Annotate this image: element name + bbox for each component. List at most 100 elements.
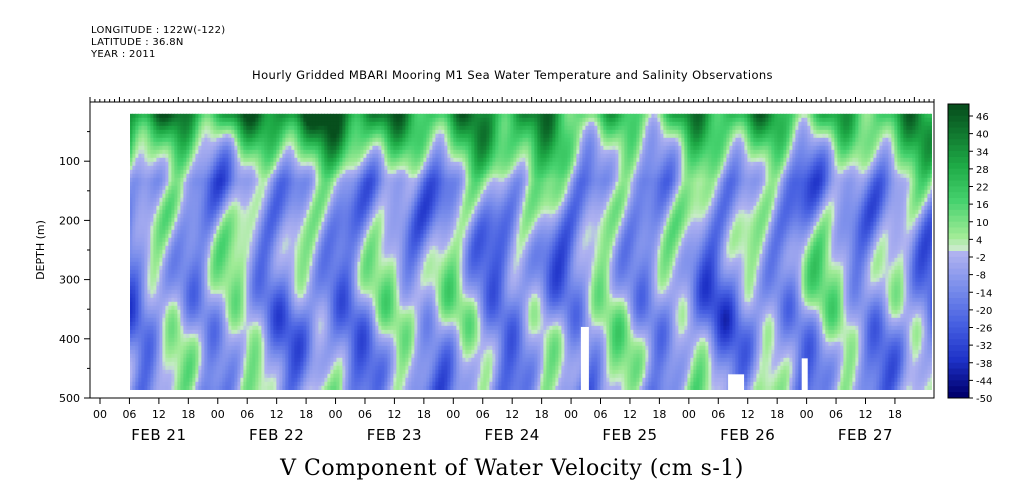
heatmap-cell [240, 209, 244, 215]
heatmap-cell [300, 145, 304, 151]
heatmap-cell [288, 285, 292, 291]
heatmap-cell [258, 357, 262, 363]
heatmap-cell [279, 181, 283, 187]
heatmap-cell [333, 233, 337, 239]
heatmap-cell [225, 217, 229, 223]
heatmap-cell [336, 305, 340, 311]
heatmap-cell [159, 201, 163, 207]
heatmap-cell [132, 193, 136, 199]
heatmap-cell [240, 285, 244, 291]
heatmap-cell [135, 221, 139, 227]
heatmap-cell [342, 137, 346, 143]
heatmap-cell [267, 125, 271, 131]
heatmap-cell [213, 333, 217, 339]
heatmap-cell [174, 113, 178, 119]
heatmap-cell [261, 189, 265, 195]
heatmap-cell [228, 293, 232, 299]
heatmap-cell [180, 213, 184, 219]
heatmap-cell [330, 189, 334, 195]
heatmap-cell [144, 225, 148, 231]
heatmap-cell [132, 113, 136, 119]
heatmap-cell [291, 157, 295, 163]
heatmap-cell [162, 345, 166, 351]
heatmap-cell [273, 281, 277, 287]
heatmap-cell [162, 277, 166, 283]
heatmap-cell [255, 333, 259, 339]
heatmap-cell [156, 185, 160, 191]
heatmap-cell [156, 361, 160, 367]
heatmap-cell [282, 381, 286, 387]
heatmap-cell [228, 305, 232, 311]
heatmap-cell [213, 165, 217, 171]
heatmap-cell [237, 149, 241, 155]
heatmap-cell [297, 357, 301, 363]
heatmap-cell [345, 189, 349, 195]
heatmap-cell [189, 221, 193, 227]
heatmap-cell [168, 385, 172, 390]
heatmap-cell [207, 205, 211, 211]
heatmap-cell [288, 181, 292, 187]
heatmap-cell [297, 177, 301, 183]
heatmap-cell [222, 225, 226, 231]
heatmap-cell [210, 145, 214, 151]
heatmap-cell [240, 229, 244, 235]
heatmap-cell [180, 289, 184, 295]
heatmap-cell [306, 205, 310, 211]
heatmap-cell [264, 117, 268, 123]
heatmap-cell [270, 157, 274, 163]
heatmap-cell [186, 353, 190, 359]
heatmap-cell [171, 129, 175, 135]
heatmap-cell [228, 269, 232, 275]
heatmap-cell [225, 153, 229, 159]
heatmap-cell [291, 113, 295, 119]
heatmap-cell [135, 229, 139, 235]
heatmap-cell [306, 301, 310, 307]
heatmap-cell [270, 225, 274, 231]
heatmap-cell [318, 121, 322, 127]
heatmap-cell [297, 189, 301, 195]
heatmap-cell [234, 125, 238, 131]
heatmap-cell [246, 337, 250, 343]
heatmap-cell [246, 373, 250, 379]
heatmap-cell [150, 137, 154, 143]
heatmap-cell [165, 209, 169, 215]
heatmap-cell [195, 333, 199, 339]
heatmap-cell [225, 249, 229, 255]
heatmap-cell [186, 245, 190, 251]
heatmap-cell [186, 233, 190, 239]
heatmap-cell [162, 281, 166, 287]
heatmap-cell [312, 385, 316, 390]
heatmap-cell [240, 309, 244, 315]
heatmap-cell [219, 309, 223, 315]
heatmap-cell [309, 241, 313, 247]
heatmap-cell [162, 269, 166, 275]
heatmap-cell [198, 113, 202, 119]
heatmap-cell [207, 269, 211, 275]
heatmap-cell [168, 381, 172, 387]
heatmap-cell [207, 197, 211, 203]
heatmap-cell [159, 321, 163, 327]
heatmap-cell [264, 121, 268, 127]
heatmap-cell [219, 201, 223, 207]
heatmap-cell [234, 273, 238, 279]
heatmap-cell [243, 133, 247, 139]
heatmap-cell [270, 177, 274, 183]
heatmap-cell [312, 269, 316, 275]
heatmap-cell [306, 341, 310, 347]
heatmap-cell [234, 113, 238, 119]
heatmap-cell [171, 341, 175, 347]
heatmap-cell [174, 245, 178, 251]
heatmap-cell [174, 329, 178, 335]
heatmap-cell [150, 197, 154, 203]
heatmap-cell [135, 269, 139, 275]
heatmap-cell [309, 149, 313, 155]
heatmap-cell [273, 201, 277, 207]
heatmap-cell [291, 341, 295, 347]
heatmap-cell [204, 237, 208, 243]
heatmap-cell [342, 149, 346, 155]
heatmap-cell [321, 129, 325, 135]
heatmap-cell [150, 173, 154, 179]
heatmap-cell [207, 113, 211, 119]
heatmap-cell [282, 329, 286, 335]
heatmap-cell [168, 293, 172, 299]
